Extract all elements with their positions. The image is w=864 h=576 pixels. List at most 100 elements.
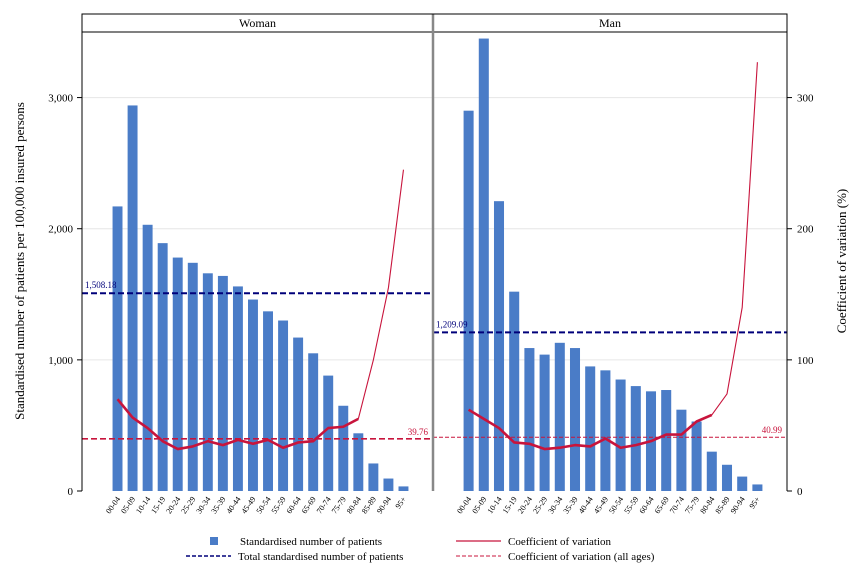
x-tick-label: 65-69 (300, 495, 318, 515)
bar (112, 206, 123, 492)
legend-swatch-bar (210, 537, 218, 545)
x-tick-label: 10-14 (486, 495, 504, 515)
legend-label: Coefficient of variation (508, 536, 612, 548)
bar (630, 386, 641, 491)
bar (278, 320, 289, 491)
legend-item: Coefficient of variation (456, 536, 612, 548)
bar (706, 451, 717, 491)
bar (509, 291, 520, 491)
total-patients-label: 1,508.18 (85, 280, 117, 290)
y-tick-label: 1,000 (48, 355, 73, 367)
bar (293, 337, 304, 491)
bar (398, 486, 409, 491)
cv-line-tail (711, 62, 758, 416)
total-patients-label: 1,209.09 (436, 319, 468, 329)
x-tick-label: 45-49 (240, 495, 258, 515)
bar (539, 354, 550, 491)
x-tick-label: 10-14 (134, 495, 152, 515)
panel-title: Woman (239, 16, 276, 30)
bar (187, 262, 198, 491)
bar (478, 38, 489, 492)
x-tick-label: 30-34 (546, 495, 564, 515)
x-tick-label: 25-29 (531, 495, 549, 515)
legend-item: Total standardised number of patients (186, 551, 403, 563)
bar (463, 110, 474, 491)
x-tick-label: 50-54 (255, 495, 273, 515)
y2-tick-label: 0 (797, 486, 803, 498)
panels-layer: Woman1,508.1839.7600-0405-0910-1415-1920… (81, 13, 788, 515)
x-tick-label: 45-49 (592, 495, 610, 515)
x-tick-label: 85-89 (360, 495, 378, 515)
y2-axis-label: Coefficient of variation (%) (834, 189, 849, 334)
bar (127, 105, 138, 491)
y2-tick-label: 300 (797, 93, 814, 105)
x-tick-label: 35-39 (209, 495, 227, 515)
x-tick-label: 60-64 (285, 495, 303, 515)
bar (524, 348, 535, 491)
x-tick-label: 15-19 (501, 495, 519, 515)
bar (353, 433, 364, 491)
legend: Standardised number of patients Coefficie… (186, 536, 655, 563)
bar (368, 463, 379, 491)
legend-item: Coefficient of variation (all ages) (456, 551, 655, 563)
bar (232, 286, 243, 491)
x-tick-label: 95+ (394, 495, 409, 511)
bar (157, 243, 168, 491)
bar (554, 342, 565, 491)
x-tick-label: 55-59 (622, 495, 640, 515)
cv-line-tail (357, 169, 405, 420)
x-tick-label: 50-54 (607, 495, 625, 515)
bar (217, 275, 228, 491)
x-tick-label: 25-29 (179, 495, 197, 515)
y-tick-label: 2,000 (48, 224, 73, 236)
x-tick-label: 00-04 (455, 495, 473, 515)
bar (263, 311, 273, 491)
bar (308, 353, 319, 491)
panel-man: Man 1,209.09 40.99 00-0405-0910-1415-1920-2… (432, 13, 788, 515)
x-tick-label: 35-39 (562, 495, 580, 515)
x-tick-label: 70-74 (668, 495, 686, 515)
x-tick-label: 15-19 (149, 495, 167, 515)
x-tick-label: 90-94 (375, 495, 393, 515)
bar (248, 299, 258, 491)
bar (142, 224, 153, 491)
bar (691, 421, 702, 491)
bar (676, 409, 687, 491)
x-tick-label: 75-79 (683, 495, 701, 515)
y2-tick-label: 200 (797, 224, 814, 236)
bar (661, 390, 672, 491)
bar (338, 405, 349, 491)
legend-label: Standardised number of patients (240, 536, 382, 548)
y-axis-label: Standardised number of patients per 100,… (12, 102, 27, 420)
x-tick-label: 55-59 (270, 495, 288, 515)
x-tick-label: 00-04 (104, 495, 122, 515)
bar (172, 257, 183, 491)
cv-all-label: 40.99 (762, 425, 783, 435)
cv-line (116, 398, 359, 451)
x-tick-label: 40-44 (224, 495, 242, 515)
legend-item: Standardised number of patients (210, 536, 382, 548)
x-tick-label: 30-34 (194, 495, 212, 515)
x-tick-label: 40-44 (577, 495, 595, 515)
bar (752, 484, 763, 491)
x-tick-label: 65-69 (653, 495, 671, 515)
bar (383, 478, 394, 491)
y2-tick-label: 100 (797, 355, 814, 367)
x-tick-label: 60-64 (638, 495, 656, 515)
x-tick-label: 85-89 (714, 495, 732, 515)
x-tick-label: 80-84 (345, 495, 363, 515)
x-tick-label: 20-24 (164, 495, 182, 515)
cv-all-label: 39.76 (408, 427, 429, 437)
legend-label: Coefficient of variation (all ages) (508, 551, 655, 563)
bar (615, 379, 626, 491)
cv-line (467, 408, 713, 451)
legend-label: Total standardised number of patients (238, 551, 403, 563)
bar (202, 273, 213, 491)
axes-layer: Standardised number of patients per 100,… (12, 13, 849, 498)
x-tick-label: 75-79 (330, 495, 348, 515)
x-tick-label: 80-84 (698, 495, 716, 515)
bar (721, 464, 733, 491)
panel-woman: Woman 1,508.18 39.76 00-0405-0910-1415-1920… (81, 13, 434, 515)
panel-title: Man (599, 16, 621, 30)
y-tick-label: 3,000 (48, 93, 73, 105)
